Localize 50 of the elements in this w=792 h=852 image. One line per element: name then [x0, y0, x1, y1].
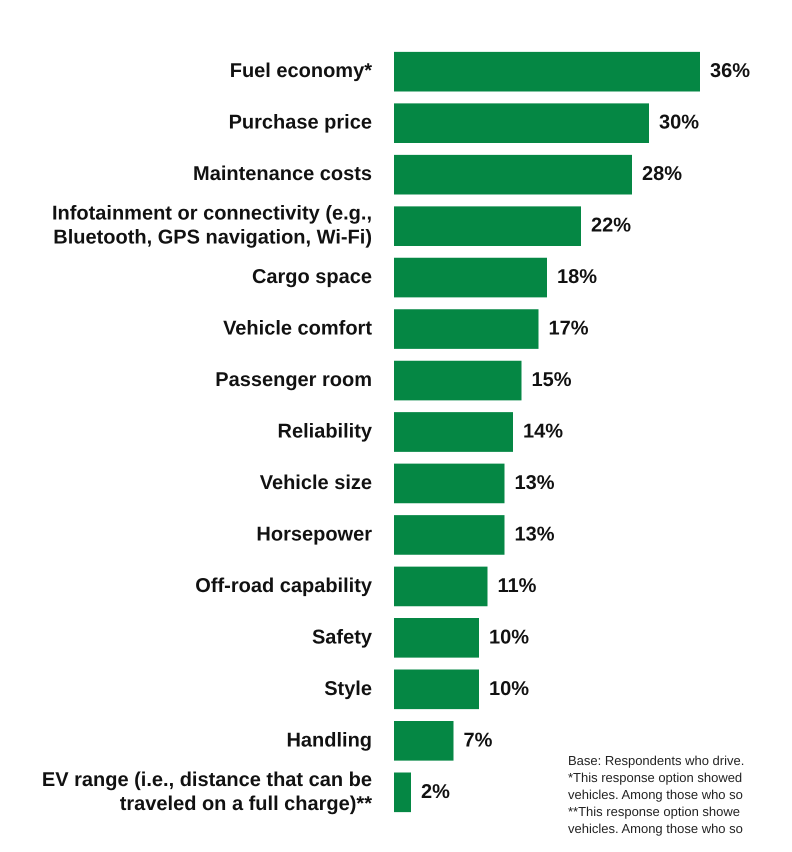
bar — [394, 772, 411, 812]
bar — [394, 720, 454, 761]
y-tick-label: Fuel economy* — [230, 60, 372, 82]
data-label: 36% — [710, 60, 750, 82]
data-label: 11% — [498, 574, 537, 597]
y-tick-label: Cargo space — [252, 266, 372, 288]
y-tick-label: Vehicle comfort — [223, 318, 372, 340]
annotation: Base: Respondents who drive. — [568, 752, 744, 769]
bar — [394, 464, 504, 504]
data-label: 15% — [532, 369, 572, 392]
data-label: 28% — [642, 163, 682, 186]
bar — [394, 566, 488, 606]
data-label: 13% — [514, 523, 555, 546]
annotation: *This response option showed — [568, 769, 744, 786]
bar — [394, 412, 513, 452]
data-label: 2% — [421, 780, 450, 803]
y-tick-label: EV range (i.e., distance that can be traveled on a full charge)** — [42, 768, 372, 815]
y-tick-label: Style — [324, 678, 372, 700]
bar — [394, 670, 479, 710]
data-label: 7% — [464, 729, 493, 752]
data-label: 30% — [659, 112, 700, 134]
bar — [394, 52, 700, 92]
data-label: 17% — [548, 318, 589, 340]
bar — [394, 258, 547, 298]
y-tick-label: Purchase price — [228, 112, 372, 134]
y-tick-label: Infotainment or connectivity (e.g., Bluetooth, GPS navigation, Wi-Fi) — [52, 202, 372, 249]
bar — [394, 309, 538, 349]
data-label: 14% — [523, 420, 564, 443]
y-tick-label: Off-road capability — [195, 574, 373, 597]
y-tick-label: Passenger room — [215, 369, 372, 392]
data-label: 18% — [557, 266, 598, 288]
bar — [394, 154, 632, 194]
y-tick-label: Reliability — [278, 420, 373, 443]
y-tick-label: Vehicle size — [260, 472, 372, 494]
y-tick-label: Horsepower — [256, 523, 372, 546]
data-label: 22% — [591, 214, 632, 237]
annotation: vehicles. Among those who so — [568, 786, 744, 803]
bar — [394, 206, 581, 246]
y-tick-label: Handling — [286, 729, 372, 752]
y-tick-label: Safety — [312, 626, 373, 648]
text: vehicles. Among those who so — [568, 820, 744, 837]
y-tick-label: Maintenance costs — [193, 163, 372, 186]
bar — [394, 360, 522, 400]
data-label: 10% — [489, 678, 530, 700]
data-label: 13% — [514, 472, 555, 494]
bar — [394, 103, 649, 144]
bar — [394, 618, 479, 658]
data-label: 10% — [489, 626, 530, 648]
bar — [394, 515, 504, 555]
annotation: **This response option showe — [568, 803, 741, 820]
